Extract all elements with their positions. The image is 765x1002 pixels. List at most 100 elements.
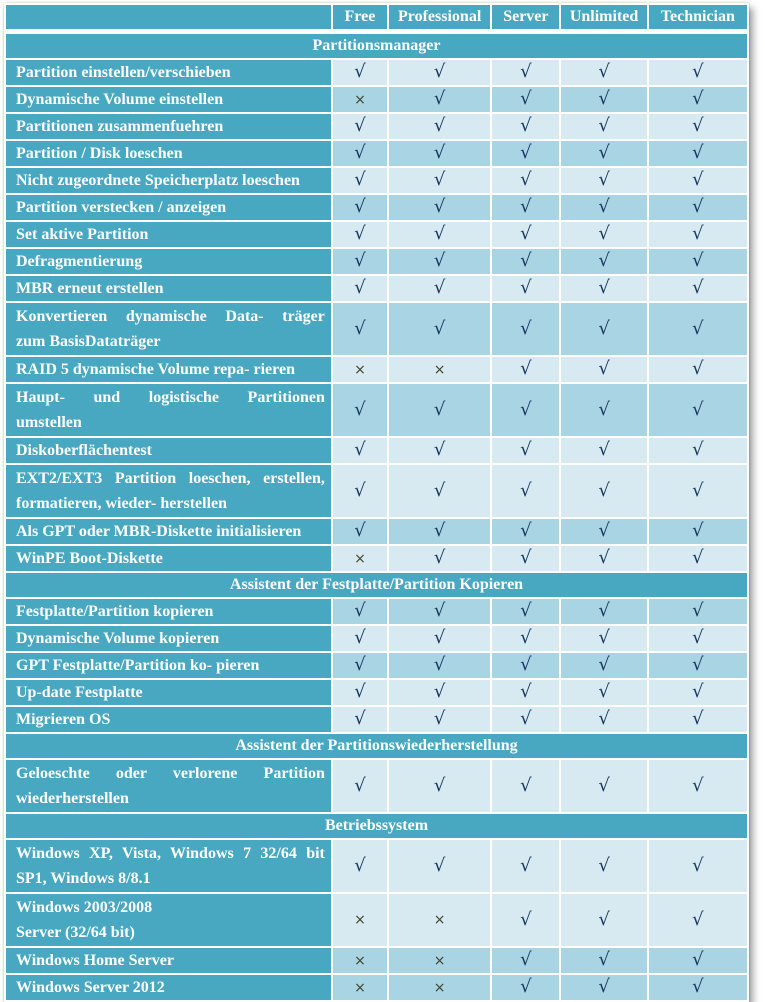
- check-icon: √: [520, 520, 532, 541]
- check-icon: √: [520, 854, 532, 876]
- feature-value-professional: √: [389, 384, 491, 436]
- feature-label: MBR erneut erstellen: [6, 276, 331, 301]
- feature-label: EXT2/EXT3 Partition loeschen, erstellen,…: [6, 465, 331, 517]
- feature-value-unlimited: √: [561, 465, 647, 517]
- check-icon: √: [520, 627, 532, 648]
- check-icon: √: [692, 774, 704, 796]
- feature-row: GPT Festplatte/Partition ko- pieren √ √ √ √ √: [6, 653, 747, 678]
- feature-value-server: √: [492, 653, 560, 678]
- feature-value-professional: ×: [389, 975, 491, 1000]
- check-icon: √: [354, 61, 366, 82]
- feature-value-server: √: [492, 276, 560, 301]
- check-icon: √: [354, 196, 366, 217]
- feature-value-professional: √: [389, 114, 491, 139]
- check-icon: √: [354, 317, 366, 339]
- feature-value-unlimited: √: [561, 276, 647, 301]
- feature-value-unlimited: √: [561, 707, 647, 732]
- check-icon: √: [433, 547, 446, 568]
- feature-value-unlimited: √: [561, 195, 647, 220]
- feature-label-line: formatieren, wieder- herstellen: [16, 495, 228, 512]
- feature-value-server: √: [492, 195, 560, 220]
- feature-label-line: Partition verstecken / anzeigen: [16, 199, 227, 216]
- feature-label-line: Partitionen zusammenfuehren: [16, 118, 224, 135]
- check-icon: √: [598, 61, 610, 82]
- feature-value-free: √: [332, 222, 388, 247]
- feature-row: Windows XP, Vista, Windows 7 32/64 bit SP…: [6, 840, 747, 892]
- feature-value-server: √: [492, 519, 560, 544]
- check-icon: √: [354, 479, 366, 501]
- check-icon: √: [433, 250, 446, 271]
- feature-label: Windows Home Server: [6, 948, 331, 973]
- check-icon: √: [520, 774, 532, 796]
- feature-value-technician: √: [648, 303, 747, 355]
- check-icon: √: [598, 854, 610, 876]
- feature-value-unlimited: √: [561, 680, 647, 705]
- feature-value-free: ×: [332, 975, 388, 1000]
- feature-label-line: Nicht zugeordnete Speicherplatz loeschen: [16, 172, 300, 189]
- comparison-table-container: Free Professional Server Unlimited Technicia…: [4, 3, 749, 1002]
- feature-value-professional: √: [389, 222, 491, 247]
- cross-icon: ×: [433, 979, 446, 996]
- feature-value-professional: √: [389, 276, 491, 301]
- check-icon: √: [692, 142, 704, 163]
- feature-value-free: √: [332, 60, 388, 85]
- feature-value-technician: √: [648, 894, 747, 946]
- check-icon: √: [520, 61, 532, 82]
- check-icon: √: [433, 439, 446, 460]
- check-icon: √: [433, 854, 446, 876]
- feature-value-server: √: [492, 141, 560, 166]
- feature-value-professional: √: [389, 680, 491, 705]
- feature-label-line: Windows 2003/2008: [16, 899, 153, 916]
- feature-value-free: √: [332, 303, 388, 355]
- feature-value-technician: √: [648, 249, 747, 274]
- feature-value-server: √: [492, 840, 560, 892]
- feature-label-line: Partition / Disk loeschen: [16, 145, 183, 162]
- feature-value-technician: √: [648, 546, 747, 571]
- check-icon: √: [692, 949, 704, 970]
- feature-value-free: ×: [332, 948, 388, 973]
- feature-value-unlimited: √: [561, 653, 647, 678]
- feature-value-technician: √: [648, 948, 747, 973]
- cross-icon: ×: [354, 952, 366, 969]
- feature-value-unlimited: √: [561, 222, 647, 247]
- check-icon: √: [433, 196, 446, 217]
- feature-value-free: √: [332, 114, 388, 139]
- check-icon: √: [692, 547, 704, 568]
- check-icon: √: [520, 547, 532, 568]
- feature-row: Konvertieren dynamische Data- träger zum …: [6, 303, 747, 355]
- feature-value-technician: √: [648, 707, 747, 732]
- feature-label-line: Windows Server 2012: [16, 979, 165, 996]
- check-icon: √: [354, 681, 366, 702]
- feature-label: Dynamische Volume kopieren: [6, 626, 331, 651]
- check-icon: √: [598, 317, 610, 339]
- check-icon: √: [520, 358, 532, 379]
- cross-icon: ×: [354, 550, 366, 567]
- feature-label-line: Server (32/64 bit): [16, 924, 135, 941]
- feature-label: Set aktive Partition: [6, 222, 331, 247]
- feature-row: Up-date Festplatte √ √ √ √ √: [6, 680, 747, 705]
- check-icon: √: [692, 479, 704, 501]
- feature-value-unlimited: √: [561, 357, 647, 382]
- feature-label-line: Geloeschte oder verlorene Partition: [16, 765, 325, 782]
- check-icon: √: [354, 250, 366, 271]
- feature-value-technician: √: [648, 760, 747, 812]
- feature-value-professional: √: [389, 465, 491, 517]
- feature-value-server: √: [492, 626, 560, 651]
- column-header-unlimited: Unlimited: [561, 5, 647, 32]
- feature-value-unlimited: √: [561, 948, 647, 973]
- feature-row: Partitionen zusammenfuehren √ √ √ √ √: [6, 114, 747, 139]
- feature-value-professional: √: [389, 546, 491, 571]
- check-icon: √: [692, 520, 704, 541]
- check-icon: √: [520, 223, 532, 244]
- feature-label: Partition / Disk loeschen: [6, 141, 331, 166]
- check-icon: √: [433, 142, 446, 163]
- feature-label-line: Defragmentierung: [16, 253, 143, 270]
- check-icon: √: [692, 708, 704, 729]
- feature-label: Up-date Festplatte: [6, 680, 331, 705]
- feature-value-server: √: [492, 546, 560, 571]
- check-icon: √: [354, 277, 366, 298]
- check-icon: √: [598, 88, 610, 109]
- check-icon: √: [520, 976, 532, 997]
- feature-value-unlimited: √: [561, 894, 647, 946]
- feature-label: Defragmentierung: [6, 249, 331, 274]
